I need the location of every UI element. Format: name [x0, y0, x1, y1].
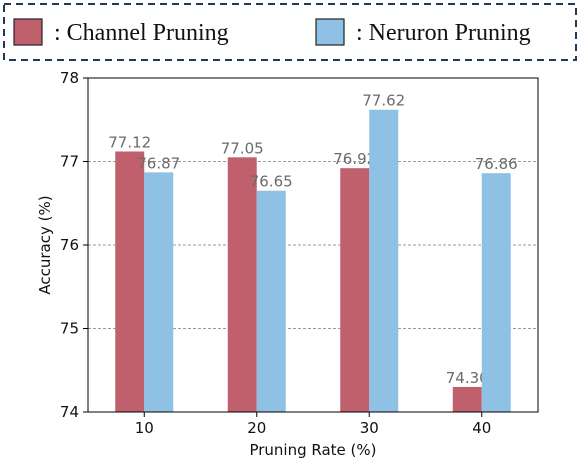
- bar: [115, 151, 145, 413]
- x-tick-label: 40: [472, 419, 491, 437]
- x-tick-label: 30: [360, 419, 379, 437]
- bar: [340, 168, 370, 412]
- bar: [144, 172, 174, 412]
- data-label: 76.86: [475, 155, 518, 173]
- plot-frame: [87, 77, 539, 413]
- x-tick-label: 10: [135, 419, 154, 437]
- y-tick-label: 76: [60, 236, 79, 254]
- bar: [369, 109, 399, 412]
- bar: [452, 386, 482, 412]
- y-axis-label: Accuracy (%): [36, 195, 54, 294]
- bar: [227, 157, 257, 412]
- y-tick-label: 75: [60, 320, 79, 338]
- x-axis-label: Pruning Rate (%): [249, 441, 376, 459]
- legend-swatch-neuron: [315, 18, 345, 46]
- plot-area: 74 75 76 77 78 77.12 76.87 10 77.05 76.65 20 76.92 7…: [60, 69, 539, 437]
- data-label: 74.30: [446, 369, 489, 387]
- bar: [481, 173, 511, 412]
- bar: [256, 190, 286, 412]
- data-label: 77.05: [221, 139, 264, 157]
- legend-box: [3, 3, 577, 61]
- y-tick-label: 78: [60, 69, 79, 87]
- legend-label-neuron: : Neruron Pruning: [356, 20, 531, 46]
- y-tick-label: 77: [60, 153, 79, 171]
- legend-swatch-channel: [13, 18, 43, 46]
- legend-label-channel: : Channel Pruning: [54, 20, 229, 46]
- data-label: 76.92: [333, 150, 376, 168]
- x-tick-label: 20: [247, 419, 266, 437]
- data-label: 76.87: [137, 154, 180, 172]
- data-label: 77.12: [108, 133, 151, 151]
- data-label: 76.65: [250, 173, 293, 191]
- data-label: 77.62: [362, 92, 405, 110]
- y-tick-label: 74: [60, 403, 79, 421]
